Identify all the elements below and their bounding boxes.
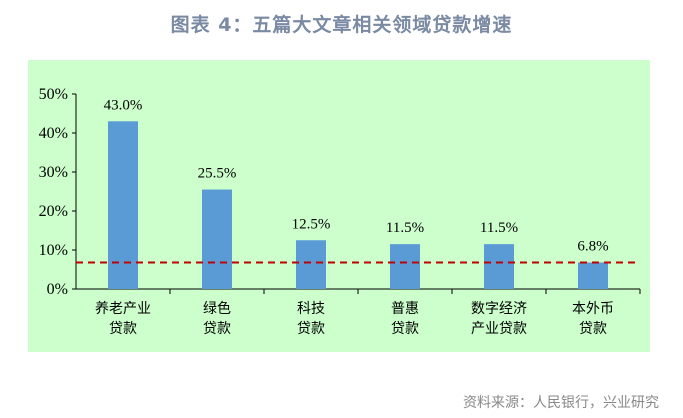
category-label: 贷款: [109, 321, 137, 337]
category-label: 科技: [297, 301, 325, 317]
category-label: 贷款: [391, 321, 419, 337]
bar: [390, 244, 420, 289]
y-tick-label: 0%: [47, 281, 68, 298]
y-tick-label: 50%: [39, 86, 68, 103]
data-label: 43.0%: [104, 97, 143, 113]
bar: [296, 240, 326, 289]
data-label: 12.5%: [292, 216, 331, 232]
source-note: 资料来源：人民银行，兴业研究: [463, 395, 659, 411]
data-label: 25.5%: [198, 166, 237, 182]
y-tick-label: 40%: [39, 125, 68, 142]
category-label: 养老产业: [95, 301, 151, 317]
y-tick-label: 20%: [39, 203, 68, 220]
category-label: 本外币: [572, 301, 614, 317]
bar: [202, 189, 232, 289]
category-label: 数字经济: [471, 301, 527, 317]
data-label: 6.8%: [577, 238, 608, 254]
bar: [108, 121, 138, 289]
category-label: 贷款: [297, 321, 325, 337]
bar: [484, 244, 514, 289]
category-label: 普惠: [391, 301, 419, 317]
chart-panel: 0% 10% 20% 30% 40% 50% 43.0% 养老产业贷款 25.5% 绿色贷款 12.…: [28, 60, 650, 352]
y-tick-label: 30%: [39, 164, 68, 181]
data-label: 11.5%: [480, 220, 518, 236]
bar: [578, 262, 608, 289]
figure-title: 图表 4：五篇大文章相关领域贷款增速: [170, 14, 513, 36]
category-label: 贷款: [203, 321, 231, 337]
category-label: 产业贷款: [471, 321, 527, 337]
category-label: 绿色: [203, 300, 231, 317]
data-label: 11.5%: [386, 220, 424, 236]
y-tick-label: 10%: [39, 242, 68, 259]
category-label: 贷款: [579, 321, 607, 337]
